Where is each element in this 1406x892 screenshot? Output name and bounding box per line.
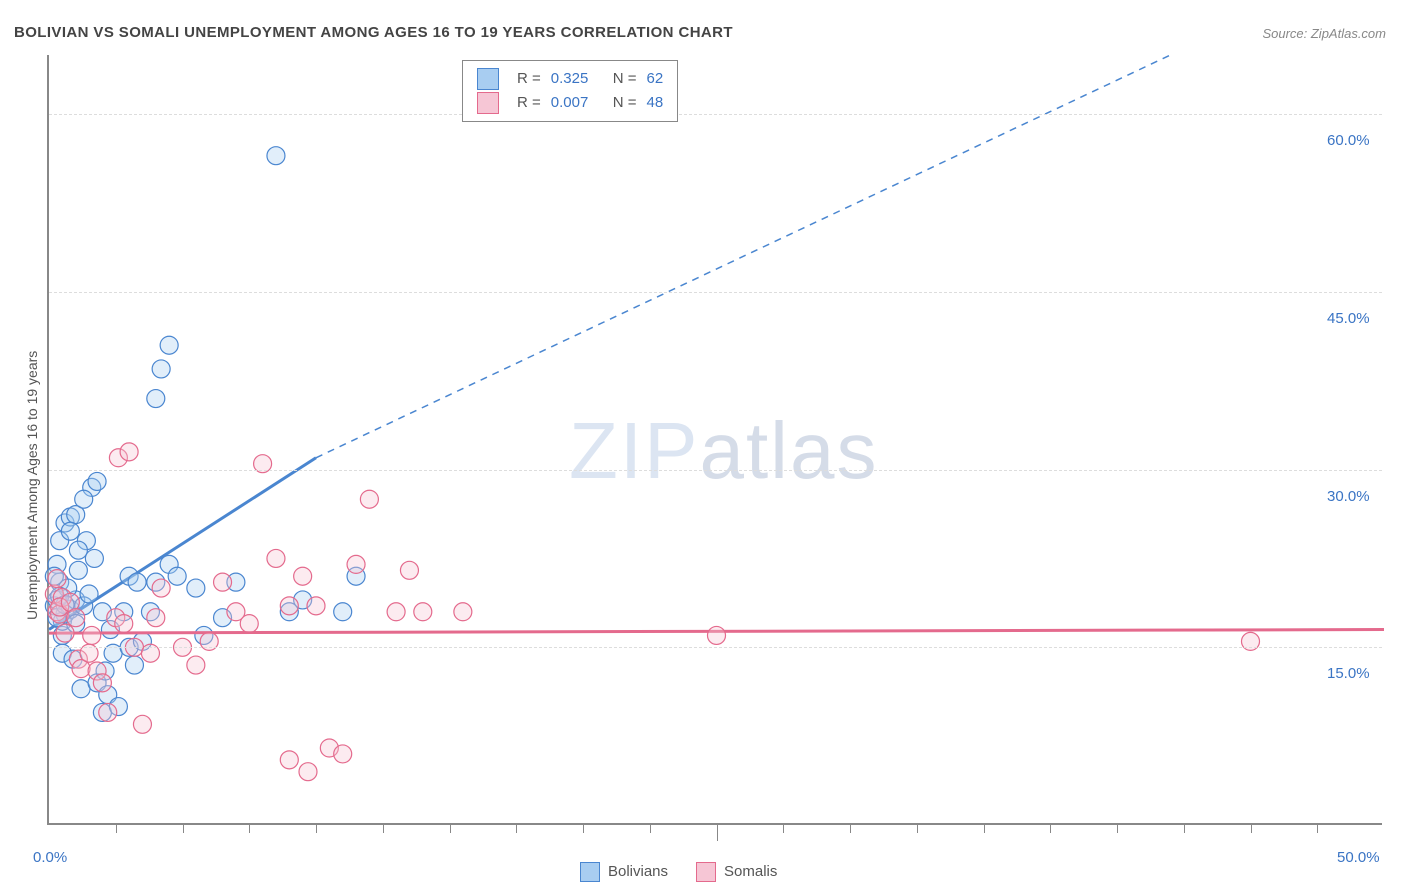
legend-bottom: Bolivians Somalis: [580, 862, 777, 882]
x-minor-tick: [583, 825, 584, 833]
n-value: 62: [647, 67, 664, 91]
gridline: [49, 470, 1382, 471]
r-value: 0.325: [551, 67, 603, 91]
y-axis-label: Unemployment Among Ages 16 to 19 years: [24, 351, 40, 620]
legend-swatch: [696, 862, 716, 882]
chart-container: BOLIVIAN VS SOMALI UNEMPLOYMENT AMONG AG…: [0, 0, 1406, 892]
n-value: 48: [647, 91, 664, 115]
n-label: N =: [613, 67, 637, 91]
n-label: N =: [613, 91, 637, 115]
legend-label: Bolivians: [608, 863, 668, 880]
legend-stats-box: R = 0.325 N = 62R = 0.007 N = 48: [462, 60, 678, 122]
source-name: ZipAtlas.com: [1311, 26, 1386, 41]
y-tick-label: 45.0%: [1327, 310, 1370, 327]
legend-stats-row: R = 0.325 N = 62: [477, 67, 663, 91]
x-minor-tick: [316, 825, 317, 833]
source-prefix: Source:: [1262, 26, 1310, 41]
x-minor-tick: [1184, 825, 1185, 833]
y-tick-label: 60.0%: [1327, 132, 1370, 149]
x-minor-tick: [1117, 825, 1118, 833]
gridline: [49, 647, 1382, 648]
gridline: [49, 114, 1382, 115]
x-minor-tick: [984, 825, 985, 833]
x-minor-tick: [249, 825, 250, 833]
legend-item: Somalis: [696, 862, 777, 882]
legend-stats-row: R = 0.007 N = 48: [477, 91, 663, 115]
y-tick-label: 30.0%: [1327, 488, 1370, 505]
legend-item: Bolivians: [580, 862, 668, 882]
x-minor-tick: [383, 825, 384, 833]
gridline: [49, 292, 1382, 293]
legend-swatch: [580, 862, 600, 882]
x-minor-tick: [717, 825, 718, 841]
r-label: R =: [517, 67, 541, 91]
chart-title: BOLIVIAN VS SOMALI UNEMPLOYMENT AMONG AG…: [14, 24, 733, 41]
legend-swatch: [477, 68, 499, 90]
plot-area: ZIPatlas: [47, 55, 1382, 825]
x-minor-tick: [850, 825, 851, 833]
x-minor-tick: [1317, 825, 1318, 833]
y-tick-label: 15.0%: [1327, 665, 1370, 682]
x-minor-tick: [516, 825, 517, 833]
r-label: R =: [517, 91, 541, 115]
x-minor-tick: [917, 825, 918, 833]
x-minor-tick: [183, 825, 184, 833]
x-minor-tick: [650, 825, 651, 833]
legend-swatch: [477, 92, 499, 114]
x-minor-tick: [1251, 825, 1252, 833]
legend-label: Somalis: [724, 863, 777, 880]
source-attribution: Source: ZipAtlas.com: [1262, 26, 1386, 41]
x-minor-tick: [116, 825, 117, 833]
r-value: 0.007: [551, 91, 603, 115]
scatter-svg: [49, 55, 1384, 825]
x-minor-tick: [1050, 825, 1051, 833]
x-max-label: 50.0%: [1337, 849, 1380, 866]
x-minor-tick: [783, 825, 784, 833]
x-minor-tick: [450, 825, 451, 833]
x-origin-label: 0.0%: [33, 849, 67, 866]
